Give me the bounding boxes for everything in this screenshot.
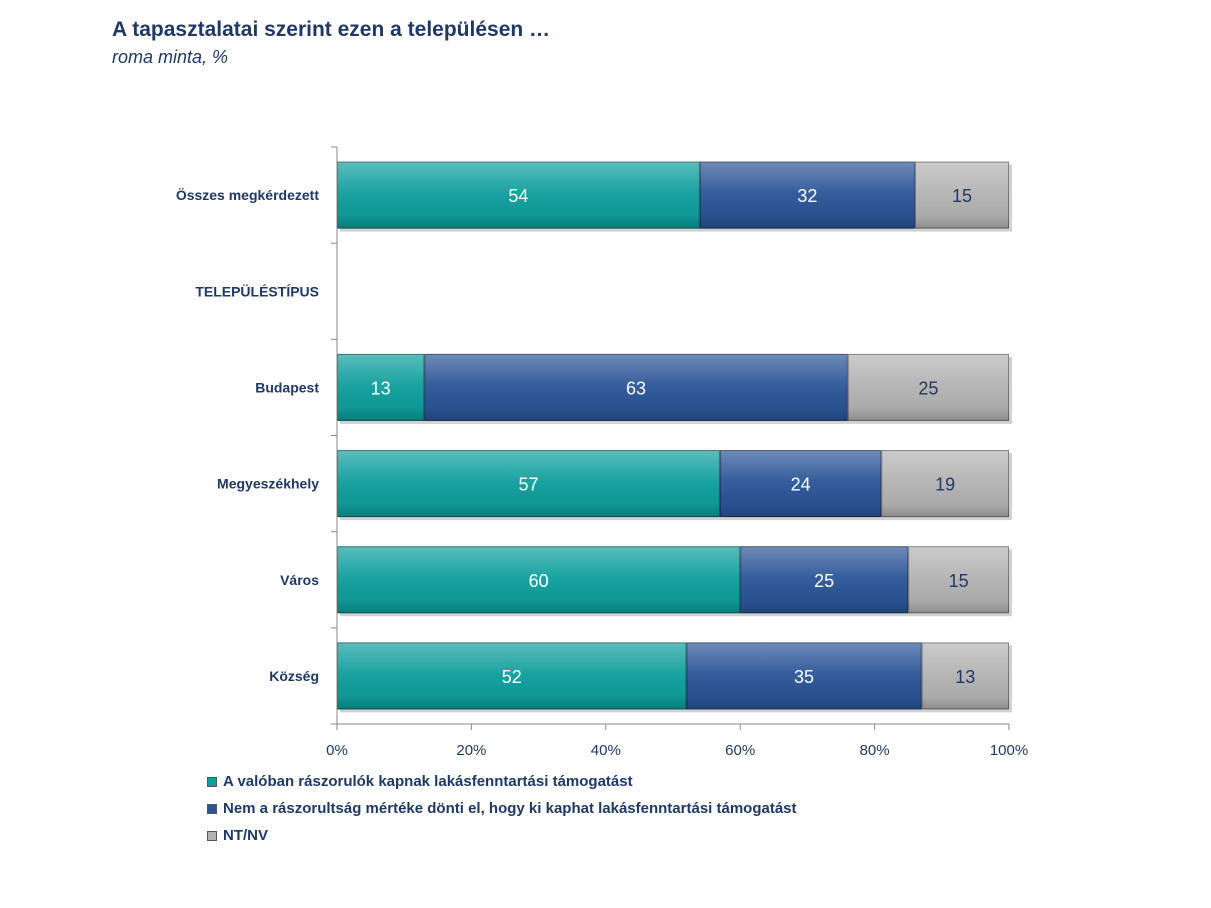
bars-layer: [337, 161, 1012, 713]
chart-subtitle: roma minta, %: [112, 47, 229, 67]
bar-segment: [699, 161, 918, 232]
bar-value-label: 25: [918, 378, 938, 398]
category-label: Összes megkérdezett: [176, 187, 320, 203]
bar-segment: [740, 546, 912, 617]
bar-segment: [337, 546, 744, 617]
category-label: TELEPÜLÉSTÍPUS: [195, 283, 319, 299]
bar-segment: [908, 546, 1012, 617]
x-tick-label: 20%: [456, 742, 486, 759]
bar-value-label: 24: [791, 475, 811, 495]
bar-segment: [921, 642, 1012, 713]
bar-segment: [686, 642, 925, 713]
chart-title: A tapasztalatai szerint ezen a település…: [112, 18, 551, 41]
bar-value-label: 15: [952, 186, 972, 206]
bar-value-label: 35: [794, 667, 814, 687]
x-tick-label: 0%: [326, 742, 348, 759]
legend-item: Nem a rászorultság mértéke dönti el, hog…: [207, 795, 797, 822]
stacked-bar-chart: Összes megkérdezett 54 32 15 TELEPÜLÉSTÍPUS B…: [176, 146, 1028, 759]
labels-layer: Összes megkérdezett 54 32 15 TELEPÜLÉSTÍPUS B…: [176, 186, 1028, 759]
bar-segment: [847, 353, 1012, 424]
legend-swatch: [207, 830, 217, 841]
bar-value-label: 25: [814, 571, 834, 591]
bar-segment: [424, 353, 851, 424]
bar-value-label: 54: [508, 186, 528, 206]
bar-value-label: 19: [935, 475, 955, 495]
category-label: Budapest: [255, 379, 319, 395]
bar-value-label: 13: [371, 378, 391, 398]
legend-item: NT/NV: [207, 822, 797, 849]
x-tick-label: 80%: [860, 742, 890, 759]
x-tick-label: 40%: [591, 742, 621, 759]
bar-value-label: 60: [529, 571, 549, 591]
legend-swatch: [207, 803, 217, 814]
legend-label: Nem a rászorultság mértéke dönti el, hog…: [223, 800, 797, 817]
bar-value-label: 15: [949, 571, 969, 591]
bar-value-label: 63: [626, 378, 646, 398]
bar-value-label: 32: [797, 186, 817, 206]
legend-item: A valóban rászorulók kapnak lakásfenntar…: [207, 768, 797, 795]
x-tick-label: 100%: [990, 742, 1028, 759]
bar-segment: [914, 161, 1012, 232]
bar-segment: [337, 353, 428, 424]
bar-value-label: 13: [955, 667, 975, 687]
legend-label: NT/NV: [223, 827, 268, 844]
legend-swatch: [207, 776, 217, 787]
x-tick-label: 60%: [725, 742, 755, 759]
category-label: Város: [280, 572, 319, 588]
legend-label: A valóban rászorulók kapnak lakásfenntar…: [223, 773, 633, 790]
bar-segment: [881, 450, 1012, 521]
bar-value-label: 52: [502, 667, 522, 687]
category-label: Község: [269, 668, 319, 684]
bar-value-label: 57: [519, 475, 539, 495]
bar-segment: [720, 450, 885, 521]
bar-segment: [337, 642, 690, 713]
legend: A valóban rászorulók kapnak lakásfenntar…: [207, 768, 797, 849]
axes: [331, 146, 1010, 730]
category-label: Megyeszékhely: [217, 476, 319, 492]
